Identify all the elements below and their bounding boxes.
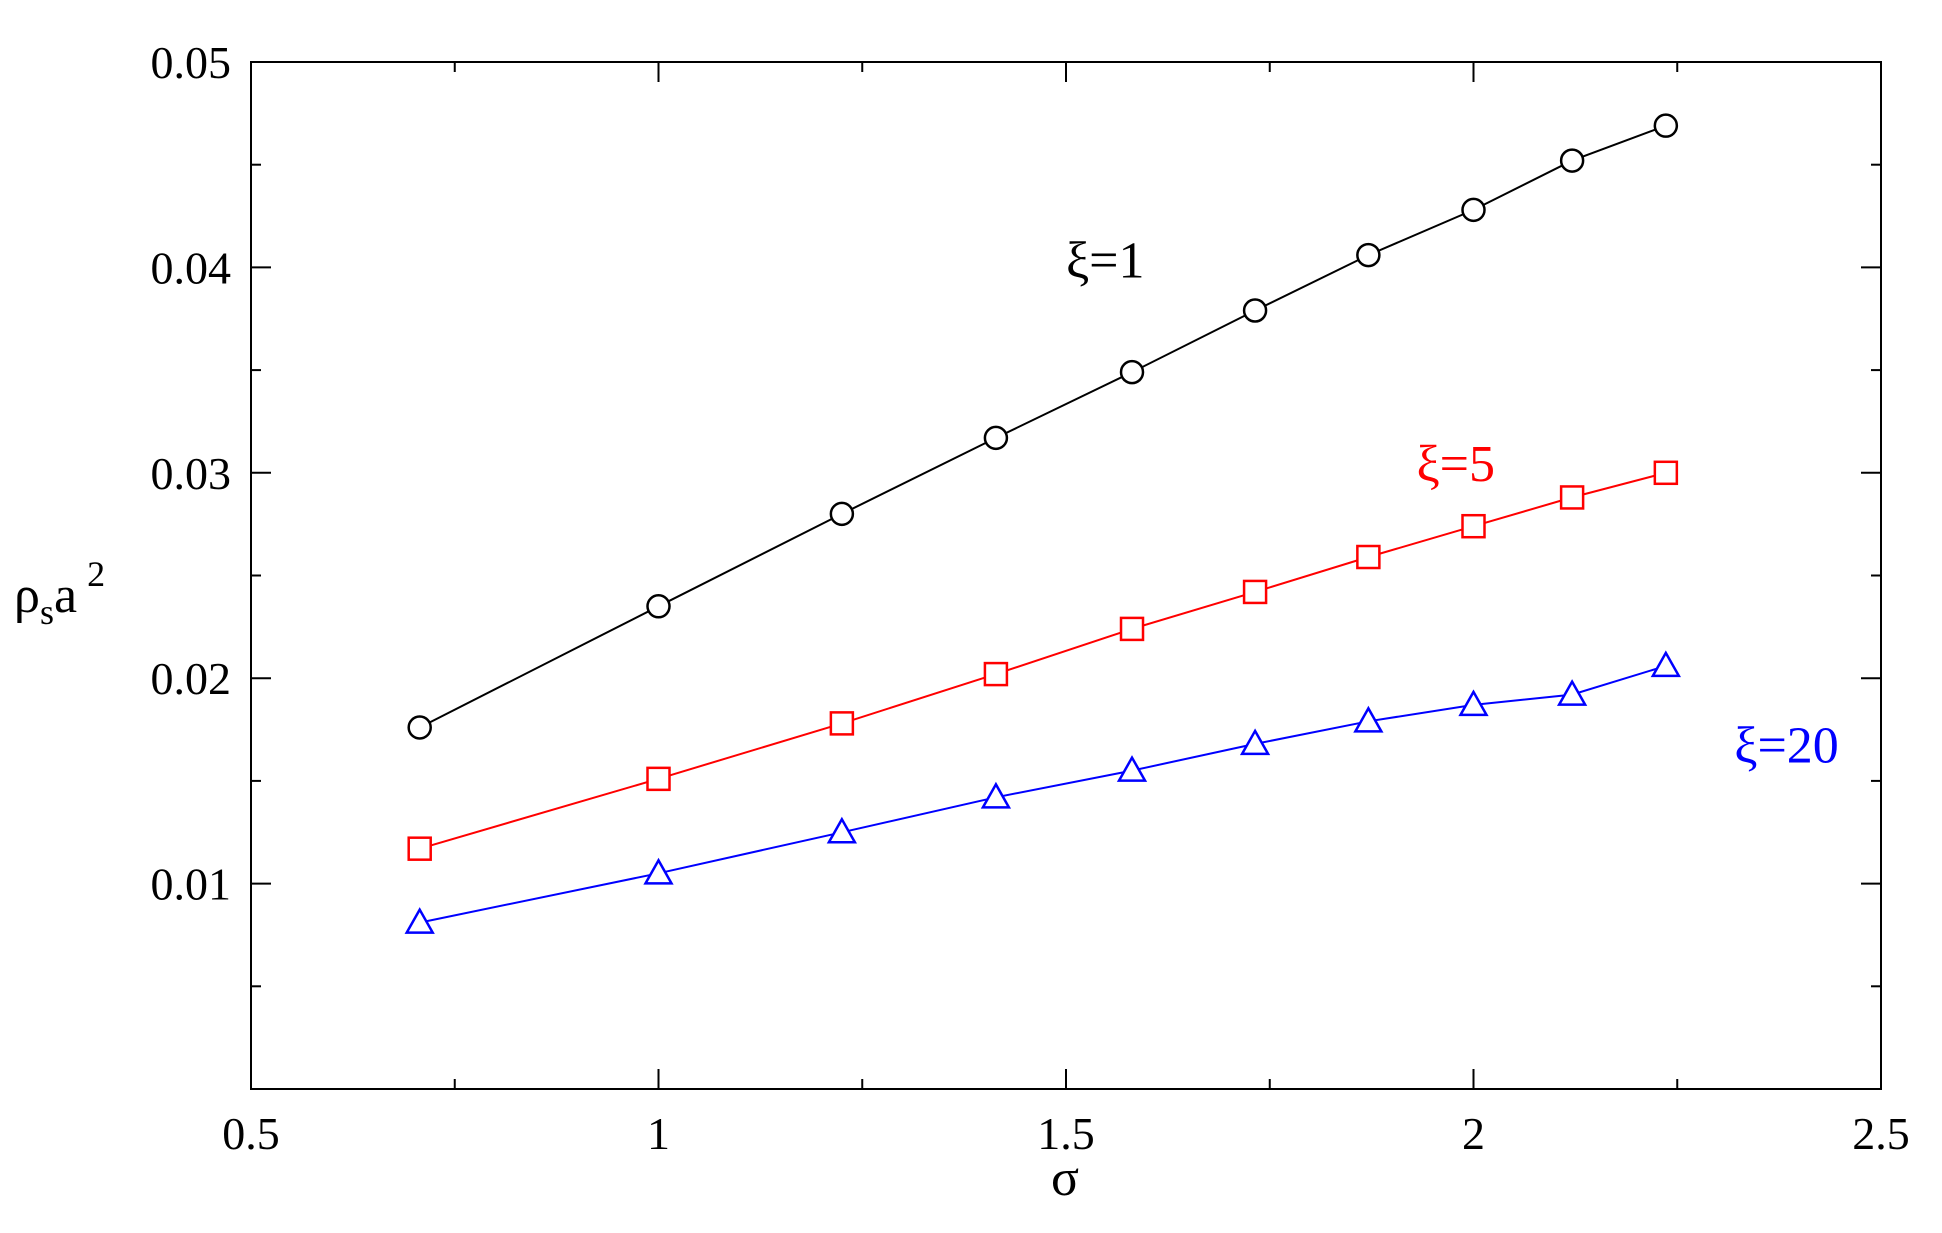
x-tick-label: 0.5	[222, 1108, 280, 1159]
y-tick-label: 0.05	[151, 37, 232, 88]
data-point	[980, 781, 1012, 809]
data-point	[829, 711, 855, 736]
data-point	[643, 857, 674, 885]
y-axis-title: ρsa 2	[14, 554, 105, 632]
data-point	[1458, 689, 1489, 717]
data-point	[1116, 755, 1148, 782]
plot-frame	[250, 61, 1882, 1090]
data-point	[407, 715, 432, 740]
data-point	[1353, 705, 1384, 733]
y-axis-title-mid: a	[54, 567, 77, 624]
x-tick-label: 1	[647, 1108, 670, 1159]
data-point	[1239, 728, 1271, 756]
y-tick-label: 0.04	[151, 242, 232, 293]
series-3: ξ=20	[404, 650, 1839, 934]
y-tick-label: 0.01	[151, 859, 232, 910]
x-tick-label: 2.5	[1852, 1108, 1910, 1159]
data-point	[1461, 197, 1486, 223]
data-point	[983, 425, 1009, 451]
series-layer: ξ=1 ξ=5 ξ=20	[404, 113, 1839, 934]
series-line	[419, 124, 1667, 729]
data-point	[1356, 242, 1381, 268]
x-tick-label: 2	[1462, 1108, 1485, 1159]
y-axis-title-sup: 2	[87, 554, 105, 594]
data-point	[1650, 650, 1681, 678]
series-line	[419, 471, 1667, 850]
y-axis-ticks: 0.01 0.02 0.03 0.04 0.05	[151, 37, 1881, 988]
data-point	[1461, 513, 1486, 539]
data-point	[1119, 359, 1145, 385]
data-point	[646, 594, 671, 619]
x-tick-label: 1.5	[1037, 1108, 1095, 1159]
data-point	[1653, 460, 1679, 486]
y-tick-label: 0.02	[151, 653, 232, 704]
y-axis-title-sub: s	[40, 592, 54, 632]
series-label: ξ=20	[1734, 717, 1839, 774]
data-point	[829, 501, 855, 527]
data-point	[1653, 113, 1679, 138]
data-point	[1242, 298, 1268, 323]
data-point	[1119, 616, 1145, 642]
data-point	[826, 816, 858, 844]
data-point	[404, 907, 435, 934]
series-2: ξ=5	[407, 436, 1679, 861]
data-point	[1559, 485, 1585, 510]
data-point	[1556, 679, 1588, 706]
series-label: ξ=5	[1416, 436, 1495, 493]
data-point	[983, 661, 1009, 687]
data-point	[1356, 544, 1381, 570]
series-line	[419, 664, 1667, 924]
series-label: ξ=1	[1066, 233, 1145, 290]
data-point	[407, 836, 432, 861]
data-point	[1559, 148, 1585, 173]
y-axis-title-base: ρ	[14, 567, 40, 624]
x-axis-ticks: 0.5 1 1.5 2 2.5	[222, 62, 1910, 1159]
series-1: ξ=1	[407, 113, 1679, 740]
x-axis-title: σ	[1051, 1150, 1079, 1207]
data-point	[1242, 579, 1268, 605]
y-tick-label: 0.03	[151, 448, 232, 499]
data-point	[646, 766, 671, 792]
